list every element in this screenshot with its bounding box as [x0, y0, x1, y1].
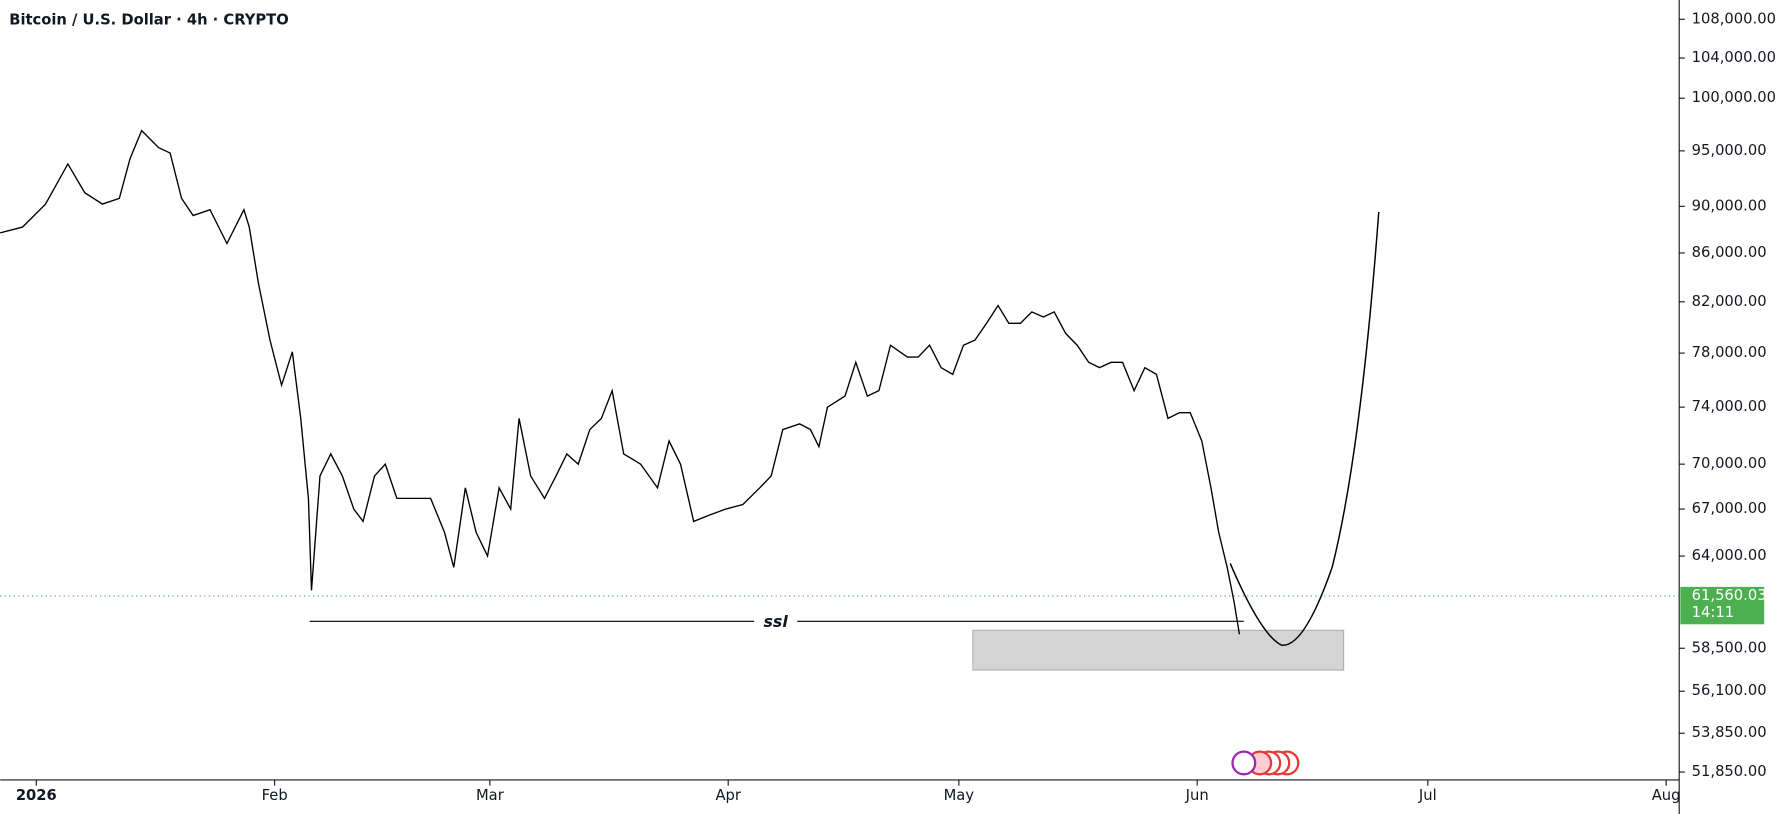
x-tick-label: Apr: [715, 787, 741, 804]
countdown: 14:11: [1692, 604, 1734, 621]
y-tick-label: 104,000.00: [1692, 49, 1776, 66]
x-tick-label: Aug: [1652, 787, 1681, 804]
price-line: [0, 129, 1241, 635]
y-tick-label: 74,000.00: [1692, 398, 1767, 415]
y-tick-label: 58,500.00: [1692, 639, 1767, 656]
projection-curve: [1229, 211, 1380, 646]
ssl-label: ssl: [763, 612, 788, 631]
y-tick-label: 108,000.00: [1692, 10, 1776, 27]
y-tick-label: 95,000.00: [1692, 142, 1767, 159]
x-tick-label: Jun: [1185, 787, 1209, 804]
demand-zone: [972, 629, 1345, 671]
x-tick-label: Jul: [1418, 787, 1437, 804]
y-tick-label: 82,000.00: [1692, 293, 1767, 310]
y-tick-label: 78,000.00: [1692, 344, 1767, 361]
x-tick-label: 2026: [16, 787, 57, 804]
event-icons: [1231, 750, 1300, 776]
y-tick-label: 100,000.00: [1692, 89, 1776, 106]
y-tick-label: 90,000.00: [1692, 197, 1767, 214]
last-price-label: 61,560.03: [1692, 587, 1767, 604]
y-tick-label: 51,850.00: [1692, 763, 1767, 780]
chart-title: Bitcoin / U.S. Dollar · 4h · CRYPTO: [9, 11, 288, 28]
y-tick-label: 56,100.00: [1692, 682, 1767, 699]
y-tick-label: 86,000.00: [1692, 244, 1767, 261]
y-tick-label: 64,000.00: [1692, 547, 1767, 564]
y-tick-label: 67,000.00: [1692, 500, 1767, 517]
x-tick-label: May: [944, 787, 975, 804]
y-tick-label: 70,000.00: [1692, 455, 1767, 472]
x-tick-label: Mar: [476, 787, 505, 804]
last-price-box: [1680, 586, 1765, 625]
y-tick-label: 53,850.00: [1692, 724, 1767, 741]
x-tick-label: Feb: [262, 787, 288, 804]
